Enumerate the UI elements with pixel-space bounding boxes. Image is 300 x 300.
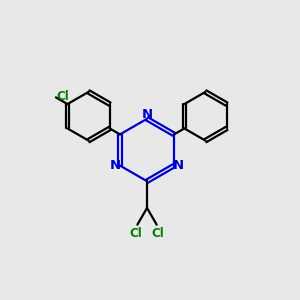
Text: N: N — [173, 159, 184, 172]
Text: N: N — [110, 159, 121, 172]
Text: Cl: Cl — [57, 90, 70, 103]
Text: Cl: Cl — [152, 227, 164, 240]
Text: Cl: Cl — [130, 227, 142, 240]
Text: N: N — [142, 108, 153, 121]
